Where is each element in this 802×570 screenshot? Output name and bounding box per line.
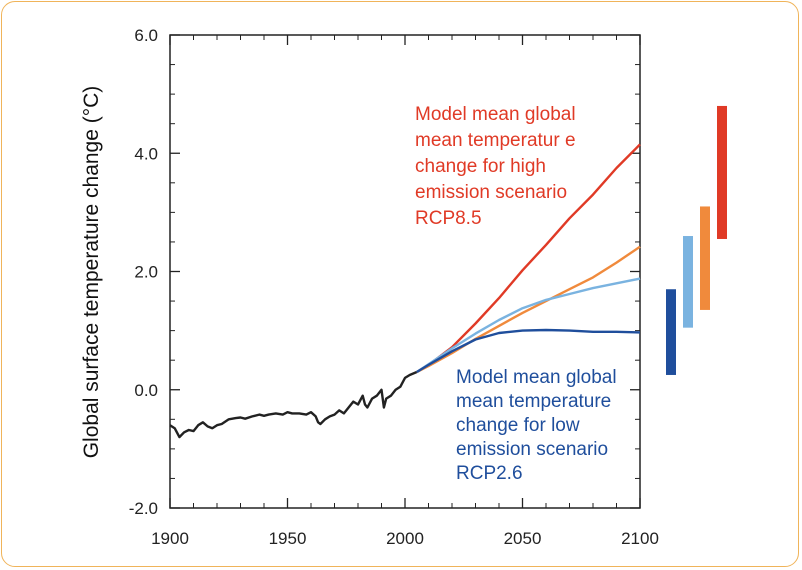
range-bar-rcp45 xyxy=(683,236,693,328)
x-tick-label: 1950 xyxy=(269,529,307,548)
annotation-low-line: Model mean global xyxy=(456,367,617,388)
y-tick-label: 6.0 xyxy=(134,26,158,45)
range-bar-rcp26 xyxy=(666,289,676,375)
x-tick-label: 2100 xyxy=(621,529,659,548)
annotation-low-line: change for low xyxy=(456,415,580,436)
range-bars xyxy=(666,105,727,375)
annotation-high-line: emission scenario xyxy=(415,182,567,203)
series-lines xyxy=(169,143,641,439)
annotation-high-line: mean temperatur e xyxy=(415,130,576,151)
series-line-rcp60 xyxy=(416,245,641,374)
y-axis-label: Global surface temperature change (°C) xyxy=(80,86,103,459)
annotation-low-line: emission scenario xyxy=(456,439,608,460)
annotation-low-line: RCP2.6 xyxy=(456,463,523,484)
y-tick-label: -2.0 xyxy=(129,499,158,518)
x-tick-label: 2050 xyxy=(504,529,542,548)
series-line-historical xyxy=(169,370,418,439)
x-tick-label: 1900 xyxy=(151,529,189,548)
annotation-high-line: Model mean global xyxy=(415,104,576,125)
annotation-high-line: RCP8.5 xyxy=(415,208,482,229)
y-tick-label: 4.0 xyxy=(134,144,158,163)
y-tick-label: 2.0 xyxy=(134,263,158,282)
range-bar-rcp85 xyxy=(717,105,727,239)
range-bar-rcp60 xyxy=(700,206,710,310)
series-line-rcp26 xyxy=(416,328,641,374)
axis-ticks: 1900 1950 2000 2050 2100 -2.0 0.0 2.0 4.0 6.0 xyxy=(129,26,659,548)
annotations: Model mean global mean temperatur e change… xyxy=(415,104,617,484)
x-tick-label: 2000 xyxy=(386,529,424,548)
annotation-low-line: mean temperature xyxy=(456,391,611,412)
series-line-rcp45 xyxy=(416,277,641,374)
annotation-high-line: change for high xyxy=(415,156,546,177)
series-line-rcp85 xyxy=(416,143,641,374)
y-tick-label: 0.0 xyxy=(134,381,158,400)
